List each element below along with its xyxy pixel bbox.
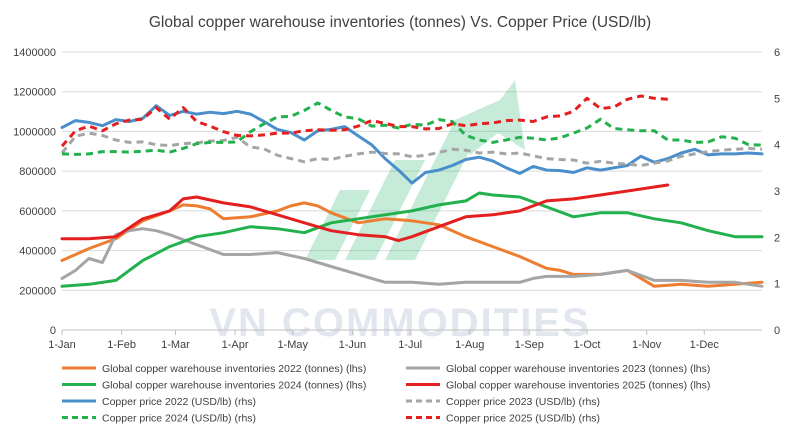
watermark-text: VN COMMODITIES (209, 301, 590, 345)
y-right-tick-label: 5 (774, 93, 780, 105)
legend-label: Copper price 2025 (USD/lb) (rhs) (446, 413, 600, 425)
y-left-tick-label: 1000000 (13, 126, 56, 138)
y-right-tick-label: 3 (774, 186, 780, 198)
x-tick-label: 1-Jun (339, 339, 367, 351)
series-line-6 (60, 131, 763, 167)
y-right-tick-label: 6 (774, 47, 780, 59)
legend-label: Global copper warehouse inventories 2025… (446, 380, 710, 392)
y-left-tick-label: 400000 (19, 246, 56, 258)
x-tick-label: 1-Feb (107, 339, 136, 351)
x-tick-label: 1-Mar (161, 339, 190, 351)
y-right-tick-label: 1 (774, 279, 780, 291)
legend-item: Global copper warehouse inventories 2023… (406, 363, 710, 375)
axes: 0 200000 400000 600000 800000 1000000 1200000 1… (13, 47, 780, 351)
y-left-tick-label: 600000 (19, 206, 56, 218)
legend-item: Global copper warehouse inventories 2024… (62, 380, 366, 392)
x-tick-label: 1-Nov (632, 339, 662, 351)
x-tick-label: 1-Jul (398, 339, 422, 351)
series-lines (60, 94, 764, 288)
legend-item: Copper price 2024 (USD/lb) (rhs) (62, 413, 256, 425)
y-left-tick-label: 1200000 (13, 87, 56, 99)
legend-item: Copper price 2025 (USD/lb) (rhs) (406, 413, 600, 425)
x-tick-label: 1-Aug (455, 339, 484, 351)
legend-label: Global copper warehouse inventories 2023… (446, 363, 710, 375)
legend-item: Copper price 2023 (USD/lb) (rhs) (406, 396, 600, 408)
legend-item: Global copper warehouse inventories 2025… (406, 380, 710, 392)
series-line-2 (60, 227, 764, 288)
x-tick-label: 1-Dec (690, 339, 720, 351)
y-left-tick-label: 200000 (19, 285, 56, 297)
x-tick-label: 1-Oct (574, 339, 601, 351)
chart-title: Global copper warehouse inventories (ton… (149, 14, 651, 31)
y-right-tick-label: 4 (774, 140, 780, 152)
legend-label: Global copper warehouse inventories 2022… (102, 363, 366, 375)
legend-item: Copper price 2022 (USD/lb) (rhs) (62, 396, 256, 408)
legend-label: Copper price 2022 (USD/lb) (rhs) (102, 396, 256, 408)
series-line-3 (60, 191, 764, 288)
y-left-tick-label: 0 (50, 325, 56, 337)
x-tick-label: 1-Jan (48, 339, 76, 351)
y-right-tick-label: 2 (774, 232, 780, 244)
x-tick-label: 1-Sep (515, 339, 544, 351)
legend: Global copper warehouse inventories 2022… (62, 363, 710, 425)
x-tick-label: 1-May (277, 339, 308, 351)
legend-label: Copper price 2024 (USD/lb) (rhs) (102, 413, 256, 425)
y-right-tick-label: 0 (774, 325, 780, 337)
series-line-8 (60, 94, 668, 148)
series-line-4 (60, 183, 670, 243)
y-left-tick-label: 1400000 (13, 47, 56, 59)
gridlines (62, 51, 762, 331)
legend-item: Global copper warehouse inventories 2022… (62, 363, 366, 375)
series-line-7 (61, 101, 763, 156)
x-tick-label: 1-Apr (222, 339, 249, 351)
y-left-tick-label: 800000 (19, 166, 56, 178)
legend-label: Global copper warehouse inventories 2024… (102, 380, 366, 392)
legend-label: Copper price 2023 (USD/lb) (rhs) (446, 396, 600, 408)
